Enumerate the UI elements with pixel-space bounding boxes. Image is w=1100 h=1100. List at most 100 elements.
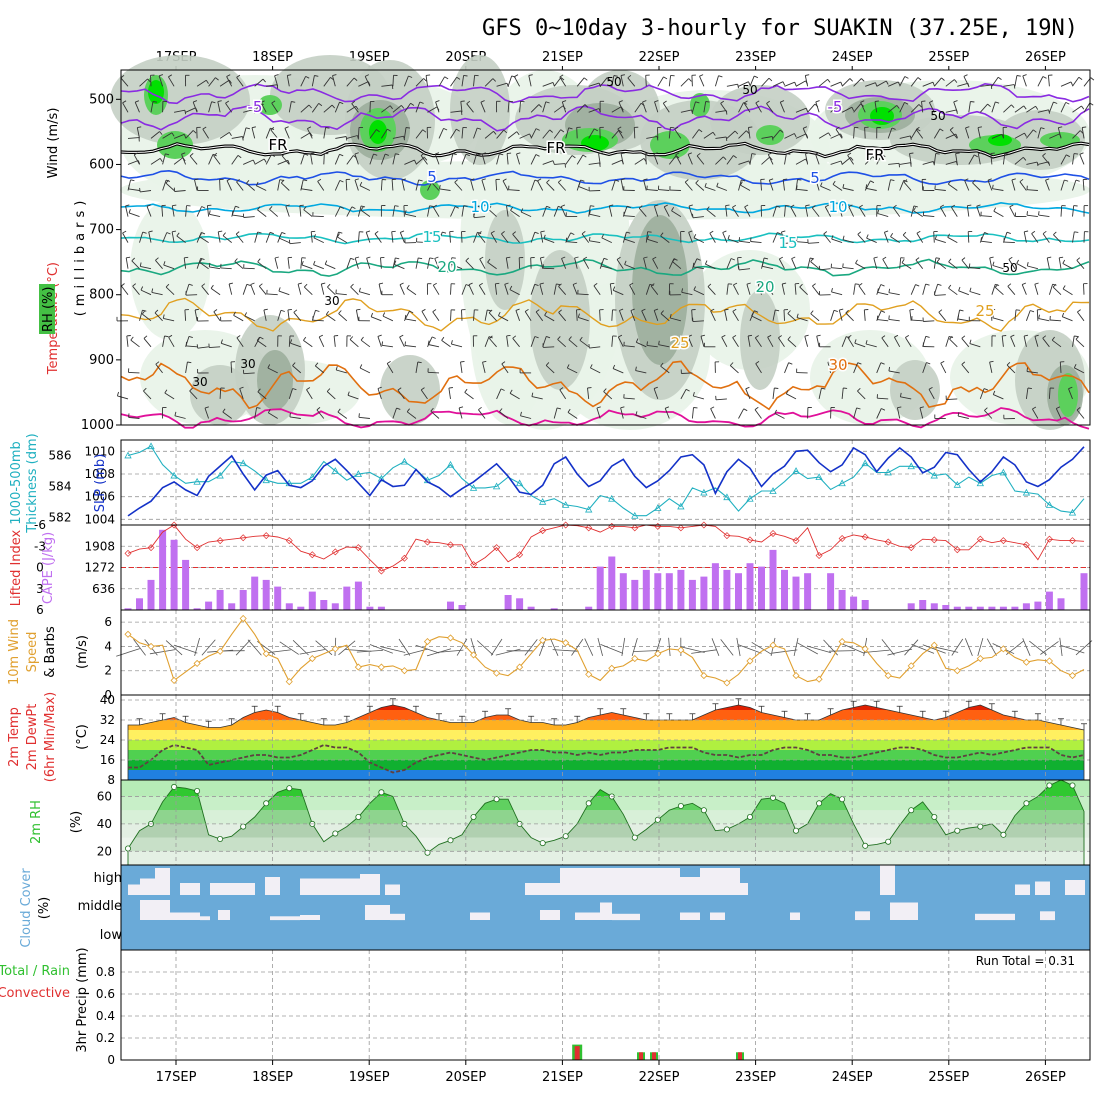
wind-barb-flag (389, 105, 393, 110)
wind-barb-flag (528, 74, 533, 76)
wind-barb-flag (609, 204, 614, 207)
wind-barb (266, 293, 278, 296)
cape-bar (205, 601, 213, 610)
wind-barb-flag (430, 407, 434, 412)
wind-barb (653, 310, 659, 321)
cape-bar (136, 598, 143, 610)
wind-barb (488, 312, 497, 322)
wind-barb-flag (785, 390, 789, 395)
wind-barb-flag (769, 178, 774, 181)
thickness-point (585, 505, 593, 513)
wind-barb-flag (601, 234, 605, 239)
temp2m-bands (128, 705, 1084, 780)
bottom-date-label: 22SEP (639, 1070, 680, 1085)
wind-barb-flag (845, 309, 849, 314)
wind-barb (484, 309, 488, 321)
wind-barb (1072, 77, 1080, 87)
bottom-date-label: 21SEP (542, 1070, 583, 1085)
wind-barb-flag (1076, 407, 1081, 411)
wind-barb-flag (464, 388, 468, 393)
wind-barb (687, 336, 693, 347)
wind-barb (377, 336, 382, 347)
li-tick-label: 6 (36, 603, 44, 617)
wind-barb-flag (435, 100, 440, 103)
wind-barb (831, 291, 843, 296)
wind-barb-flag (620, 74, 625, 76)
wind-barb-flag (1052, 283, 1057, 288)
wind-barb-flag (317, 178, 322, 182)
wind-barb (645, 284, 651, 295)
wind-barb (427, 257, 431, 269)
wind-barb (482, 362, 486, 374)
cloud-middle-block (540, 910, 560, 920)
wind-barb (300, 104, 310, 113)
rh2m-point (562, 833, 569, 840)
wind-barb-flag (696, 152, 701, 157)
wind-barb-flag (936, 258, 940, 263)
wind-barb-flag (1075, 179, 1080, 182)
wind-barb (317, 181, 325, 191)
wind-barb (818, 132, 829, 139)
wind-barb-flag (418, 257, 423, 260)
wind-barb (565, 155, 573, 165)
wind-barb (209, 266, 221, 270)
wind-barb (546, 182, 555, 191)
wind-barb-flag (442, 231, 447, 234)
wind-barb-flag (420, 152, 425, 156)
wind-barb-flag (143, 335, 148, 339)
wind-barb-flag (949, 127, 954, 131)
wind-barb (766, 285, 774, 295)
wind-barb (910, 77, 919, 87)
lifted-index-point (907, 544, 915, 552)
wind-barb (366, 258, 371, 269)
wind10-point (815, 675, 823, 683)
wind10-point (723, 679, 731, 687)
wind-barb (957, 318, 969, 322)
wind-barb-flag (638, 205, 643, 209)
thickness-point (746, 494, 754, 502)
wind-barb (155, 260, 163, 269)
wind10-point (423, 638, 432, 646)
wind-barb-flag (935, 153, 940, 155)
wind-barb-flag (381, 341, 384, 346)
wind-barb-flag (857, 362, 862, 365)
wind-barb (508, 189, 520, 191)
wind-barb (1072, 205, 1075, 217)
wind-barb (125, 205, 129, 217)
wind-barb-flag (359, 181, 363, 186)
cape-bar (631, 579, 639, 610)
wind-barb (260, 102, 267, 113)
wind-barb (439, 188, 451, 191)
thickness-point (354, 470, 363, 477)
wind-barb (680, 389, 687, 400)
wind-barb (992, 188, 1004, 191)
wind-barb (654, 101, 659, 113)
wind-barb (487, 261, 497, 270)
wind-barb (219, 132, 230, 139)
cloud-middle-block (470, 912, 490, 920)
wind-barb (543, 238, 555, 244)
wind-barb-flag (481, 178, 486, 181)
wind-barb-flag (913, 205, 918, 208)
wind-barb-flag (857, 231, 862, 235)
li-tick-label: 3 (36, 582, 44, 596)
wind-barb-flag (1061, 312, 1065, 317)
wind-barb (287, 257, 290, 269)
wind-barb (451, 343, 463, 348)
wind-barb (405, 318, 417, 322)
wind-barb (254, 336, 261, 348)
wind-barb-flag (257, 206, 261, 211)
cape-bar (239, 590, 247, 610)
wind-barb-flag (313, 260, 316, 265)
wind-barb (450, 257, 453, 269)
wind-barb (768, 180, 774, 191)
wind-barb (217, 231, 221, 243)
wind-barb-flag (1073, 153, 1079, 155)
wind-barb (489, 338, 497, 348)
wind-barb-flag (842, 263, 844, 268)
wind-barb (358, 416, 370, 419)
wind-barb (1001, 335, 1004, 347)
wind-barb (524, 311, 532, 322)
